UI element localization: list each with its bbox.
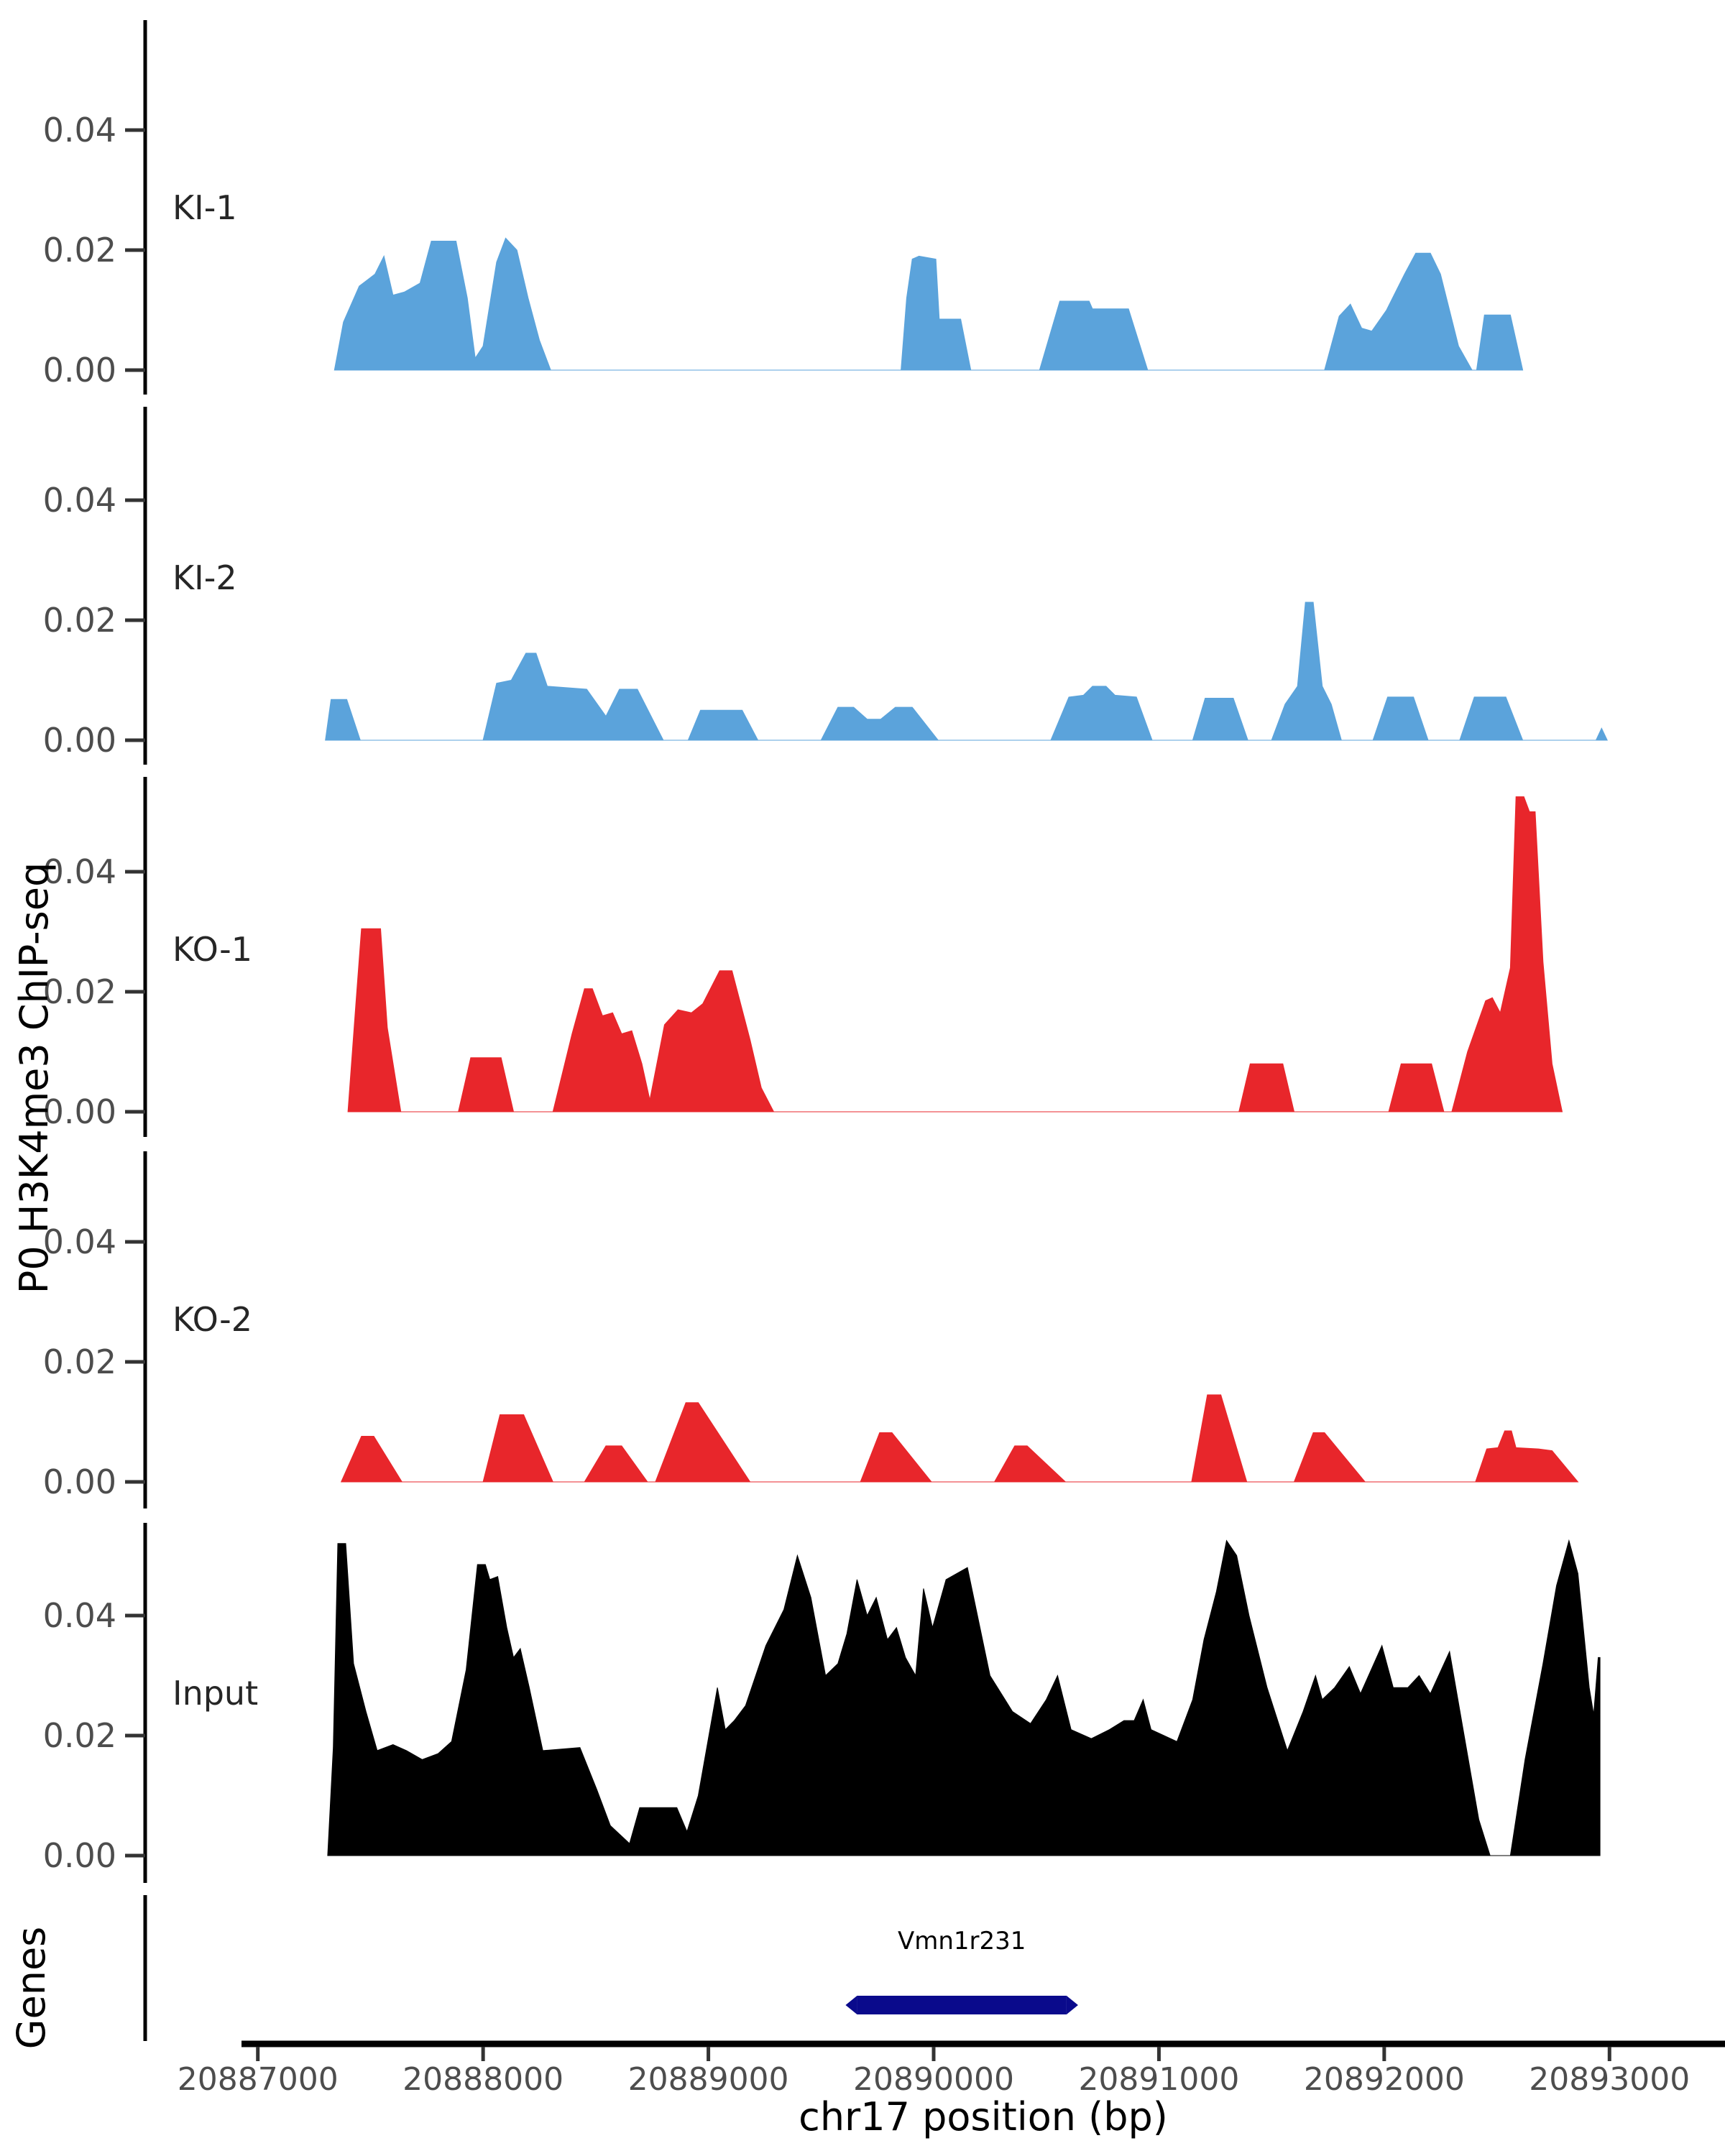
- y-tick-label: 0.00: [43, 1092, 116, 1131]
- track-label: KI-2: [172, 558, 237, 597]
- track-area-KI-2: [325, 602, 1608, 741]
- y-tick-label: 0.04: [43, 852, 116, 891]
- gene-name-label: Vmn1r231: [898, 1927, 1026, 1955]
- track-label: KO-1: [172, 930, 252, 969]
- y-tick-label: 0.04: [43, 1222, 116, 1261]
- y-tick-label: 0.00: [43, 1462, 116, 1501]
- x-tick-label: 20890000: [853, 2061, 1014, 2098]
- y-tick-label: 0.04: [43, 481, 116, 520]
- x-tick-label: 20889000: [628, 2061, 789, 2098]
- track-area-KO-2: [340, 1394, 1579, 1483]
- y-tick-label: 0.04: [43, 1596, 116, 1635]
- gene-strand-arrow-right: [1066, 1996, 1078, 2014]
- y-tick-label: 0.00: [43, 1836, 116, 1875]
- track-KI-1: 0.00 0.02 0.04 KI-1: [43, 20, 1524, 395]
- y-tick-label: 0.00: [43, 721, 116, 760]
- y-tick-label: 0.02: [43, 601, 116, 640]
- genes-track: Vmn1r231: [143, 1895, 1078, 2041]
- y-tick-label: 0.04: [43, 111, 116, 149]
- y-tick-label: 0.02: [43, 972, 116, 1011]
- track-KO-1: 0.00 0.02 0.04 KO-1: [43, 777, 1563, 1137]
- track-area-KI-1: [334, 237, 1524, 371]
- y-tick-label: 0.00: [43, 351, 116, 390]
- y-tick-label: 0.02: [43, 1716, 116, 1755]
- track-label: Input: [172, 1674, 258, 1713]
- track-label: KI-1: [172, 188, 237, 227]
- x-axis-title: chr17 position (bp): [799, 2094, 1168, 2139]
- track-label: KO-2: [172, 1300, 252, 1339]
- x-tick-label: 20893000: [1529, 2061, 1690, 2098]
- track-KO-2: 0.00 0.02 0.04 KO-2: [43, 1151, 1579, 1508]
- gene-body: [857, 1996, 1067, 2014]
- track-area-Input: [327, 1539, 1601, 1856]
- y-tick-label: 0.02: [43, 1342, 116, 1381]
- track-area-KO-1: [347, 796, 1563, 1112]
- x-axis: 20887000 20888000 20889000 20890000 20891000…: [178, 2040, 1725, 2139]
- genes-track-title: Genes: [9, 1927, 54, 2050]
- track-Input: 0.00 0.02 0.04 Input: [43, 1523, 1601, 1883]
- x-tick-label: 20888000: [402, 2061, 564, 2098]
- y-tick-label: 0.02: [43, 231, 116, 270]
- x-tick-label: 20891000: [1078, 2061, 1239, 2098]
- track-KI-2: 0.00 0.02 0.04 KI-2: [43, 407, 1608, 765]
- x-tick-label: 20887000: [178, 2061, 339, 2098]
- gene-strand-arrow-left: [845, 1996, 857, 2014]
- y-axis-title: P0 H3K4me3 ChIP-seq: [12, 862, 57, 1294]
- x-tick-label: 20892000: [1304, 2061, 1465, 2098]
